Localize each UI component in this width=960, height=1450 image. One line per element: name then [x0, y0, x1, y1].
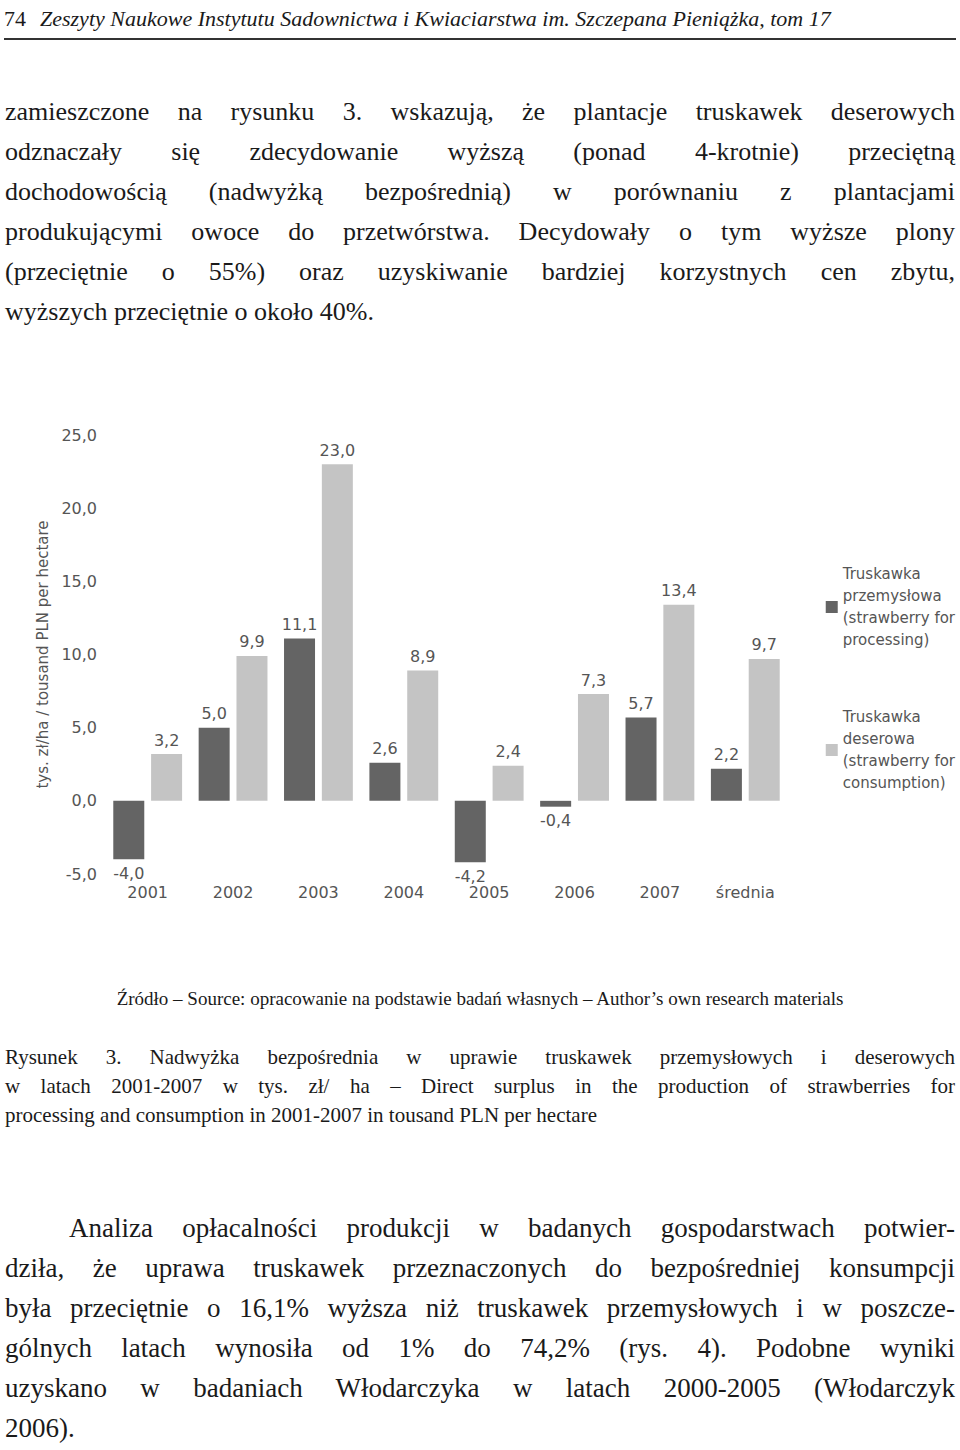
html-text:produkującymi owoce do przetwó: produkującymi owoce do przetwórstwa. Dec…: [5, 217, 955, 246]
svg-text:10,0: 10,0: [61, 645, 97, 664]
svg-text:2,2: 2,2: [714, 745, 739, 764]
svg-text:2003: 2003: [298, 883, 339, 901]
svg-text:0,0: 0,0: [72, 791, 97, 810]
svg-text:średnia: średnia: [716, 883, 775, 901]
svg-text:2001: 2001: [127, 883, 168, 901]
svg-text:-4,2: -4,2: [455, 867, 486, 886]
svg-text:3,2: 3,2: [154, 731, 179, 750]
html-text:zamieszczone na rysunku 3. wsk: zamieszczone na rysunku 3. wskazują, że …: [5, 97, 955, 126]
svg-text:Truskawka: Truskawka: [842, 708, 921, 726]
svg-text:2002: 2002: [213, 883, 254, 901]
html-text:była przeciętnie o 16,1% wyższ: była przeciętnie o 16,1% wyższa niż trus…: [5, 1293, 955, 1323]
svg-text:tys. zł/ha / tousand PLN per h: tys. zł/ha / tousand PLN per hectare: [34, 520, 52, 788]
svg-text:2007: 2007: [640, 883, 681, 901]
svg-text:(strawberry for: (strawberry for: [843, 752, 956, 770]
svg-text:przemysłowa: przemysłowa: [843, 587, 942, 605]
html-text:gólnych latach wynosiła od 1%: gólnych latach wynosiła od 1% do 74,2% (…: [5, 1333, 955, 1363]
html-text:odznaczały się zdecydowanie wy: odznaczały się zdecydowanie wyższą (pona…: [5, 137, 955, 166]
svg-text:Truskawka: Truskawka: [842, 565, 921, 583]
svg-text:23,0: 23,0: [320, 441, 356, 460]
svg-text:13,4: 13,4: [661, 581, 697, 600]
html-text:Źródło – Source: opracowanie n: Źródło – Source: opracowanie na podstawi…: [116, 988, 844, 1009]
svg-text:consumption): consumption): [843, 774, 946, 792]
html-text:uzyskano w badaniach Włodarczy: uzyskano w badaniach Włodarczyka w latac…: [5, 1373, 955, 1403]
svg-text:deserowa: deserowa: [843, 730, 915, 748]
svg-text:-5,0: -5,0: [66, 865, 97, 884]
svg-text:15,0: 15,0: [61, 572, 97, 591]
html-text:wyższych przeciętnie o około 4: wyższych przeciętnie o około 40%.: [5, 297, 374, 326]
html-text:dochodowością (nadwyżką bezpoś: dochodowością (nadwyżką bezpośrednią) w …: [5, 177, 955, 206]
svg-text:9,7: 9,7: [751, 635, 776, 654]
svg-text:5,7: 5,7: [628, 694, 653, 713]
svg-text:(strawberry for: (strawberry for: [843, 609, 956, 627]
svg-text:processing): processing): [843, 631, 930, 649]
html-text:74: 74: [4, 6, 26, 31]
svg-text:2004: 2004: [383, 883, 424, 901]
svg-text:20,0: 20,0: [61, 499, 97, 518]
html-text:w latach 2001-2007 w tys. zł/: w latach 2001-2007 w tys. zł/ ha – Direc…: [5, 1074, 955, 1098]
svg-text:2,4: 2,4: [495, 742, 520, 761]
svg-text:9,9: 9,9: [239, 632, 264, 651]
svg-text:-0,4: -0,4: [540, 811, 571, 830]
svg-text:2006: 2006: [554, 883, 595, 901]
svg-text:11,1: 11,1: [282, 615, 318, 634]
svg-text:8,9: 8,9: [410, 647, 435, 666]
html-text:(przeciętnie o 55%) oraz uzysk: (przeciętnie o 55%) oraz uzyskiwanie bar…: [5, 257, 955, 286]
html-text:dziła, że uprawa truskawek prz: dziła, że uprawa truskawek przeznaczonyc…: [5, 1253, 955, 1283]
svg-text:7,3: 7,3: [581, 671, 606, 690]
svg-text:5,0: 5,0: [201, 704, 226, 723]
html-text:2006).: 2006).: [5, 1413, 75, 1443]
html-text:Rysunek 3. Nadwyżka bezpośredn: Rysunek 3. Nadwyżka bezpośrednia w upraw…: [5, 1045, 955, 1069]
svg-text:5,0: 5,0: [72, 718, 97, 737]
svg-text:-4,0: -4,0: [113, 864, 144, 883]
html-text:processing and consumption in: processing and consumption in 2001-2007 …: [5, 1103, 597, 1127]
html-text:Analiza opłacalności produkcji: Analiza opłacalności produkcji w badanyc…: [69, 1213, 955, 1243]
svg-text:25,0: 25,0: [61, 426, 97, 445]
html-text:Zeszyty Naukowe Instytutu Sado: Zeszyty Naukowe Instytutu Sadownictwa i …: [40, 6, 831, 31]
svg-text:2,6: 2,6: [372, 739, 397, 758]
